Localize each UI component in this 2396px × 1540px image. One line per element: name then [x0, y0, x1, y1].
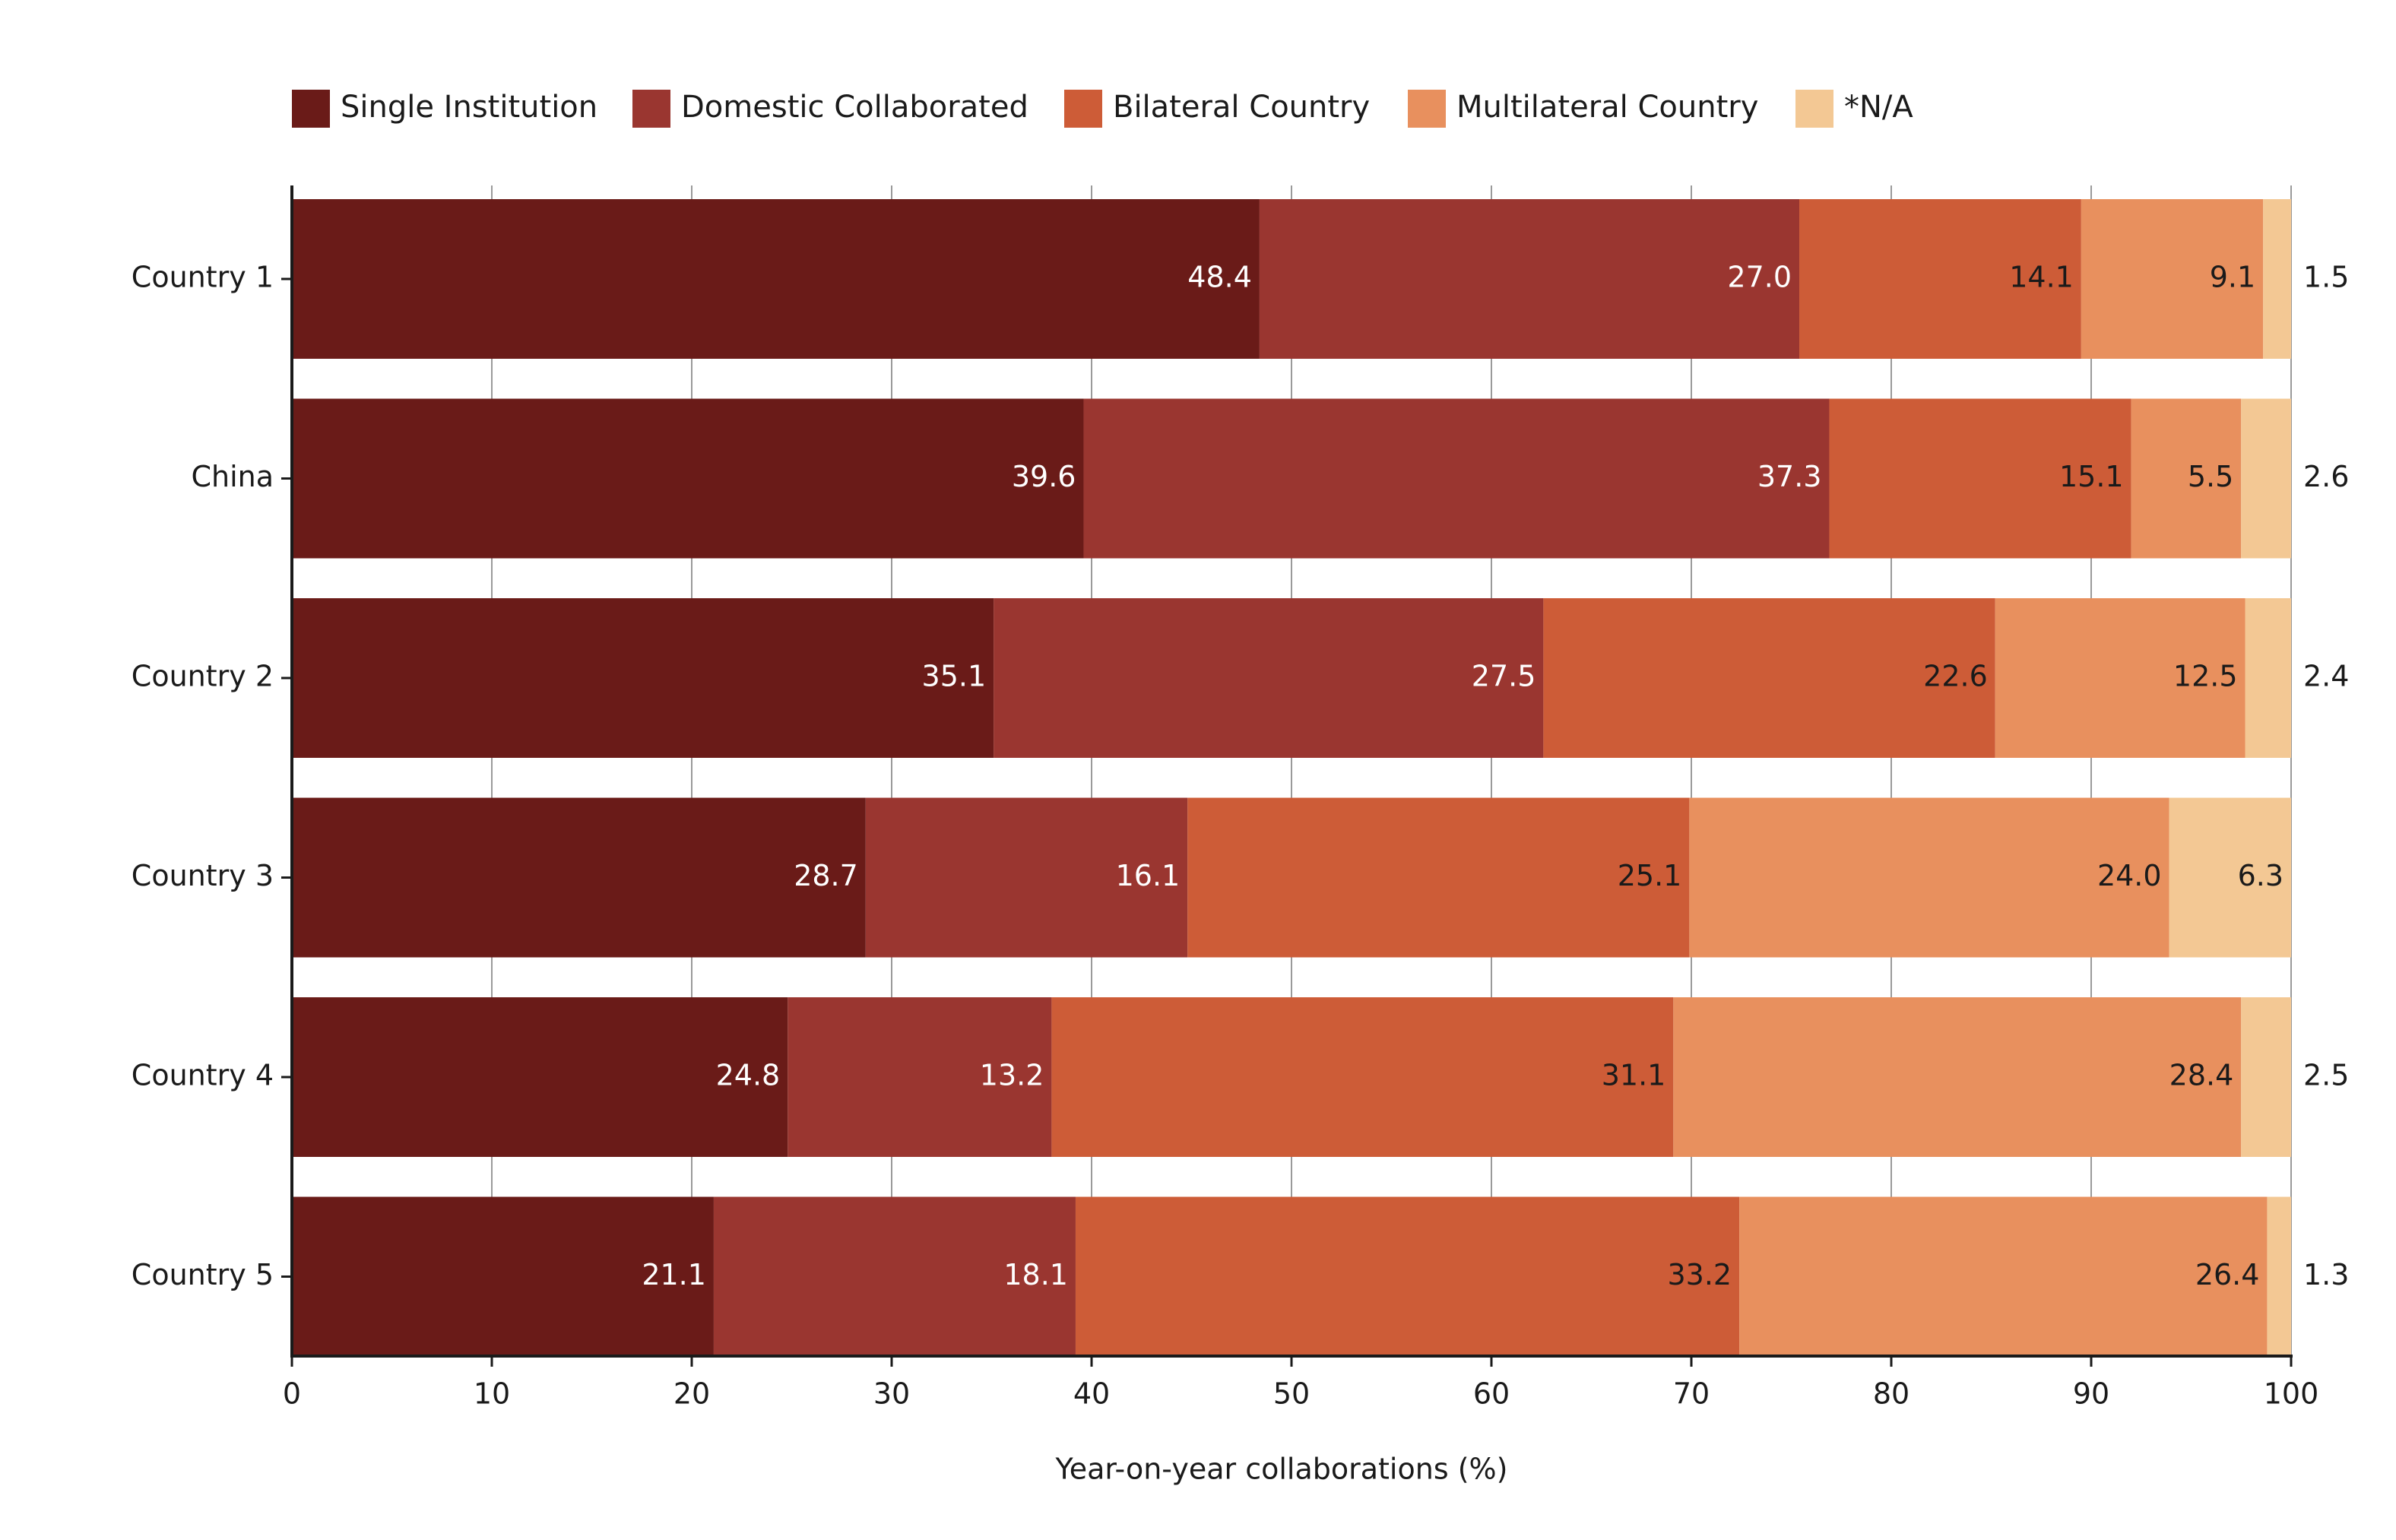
legend-swatch	[1064, 90, 1102, 128]
data-label: 35.1	[922, 660, 987, 693]
data-label: 48.4	[1187, 261, 1252, 294]
bar-segment	[865, 797, 1188, 958]
data-label: 9.1	[2210, 261, 2255, 294]
data-label: 12.5	[2173, 660, 2238, 693]
bar-segment	[1083, 398, 1830, 559]
bar-segment	[1187, 797, 1690, 958]
legend-label: *N/A	[1844, 90, 1913, 125]
grid-layer	[291, 185, 2292, 1356]
legend-label: Bilateral Country	[1113, 90, 1370, 125]
data-label: 25.1	[1618, 859, 1682, 892]
data-label: 15.1	[2059, 460, 2124, 493]
data-label: 26.4	[2195, 1258, 2260, 1291]
x-tick-label: 90	[2073, 1377, 2109, 1411]
data-label: 2.4	[2303, 660, 2349, 693]
data-label: 27.5	[1472, 660, 1536, 693]
x-tick-label: 40	[1073, 1377, 1110, 1411]
data-label: 18.1	[1003, 1258, 1068, 1291]
data-label: 13.2	[980, 1059, 1044, 1092]
data-label: 31.1	[1602, 1059, 1666, 1092]
data-label: 37.3	[1757, 460, 1822, 493]
x-tick-label: 30	[873, 1377, 910, 1411]
bar-segment	[2131, 398, 2242, 559]
bar-segment	[2245, 598, 2291, 758]
y-category-label: Country 3	[132, 859, 274, 892]
data-label: 6.3	[2238, 859, 2283, 892]
bar-segment	[292, 1196, 714, 1357]
bar-segment	[292, 199, 1260, 359]
bar-segment	[1075, 1196, 1740, 1357]
legend-label: Domestic Collaborated	[681, 90, 1028, 125]
x-tick-label: 50	[1273, 1377, 1310, 1411]
data-label: 21.1	[642, 1258, 706, 1291]
bar-segment	[2169, 797, 2291, 958]
bar-segment	[1995, 598, 2245, 758]
data-label: 39.6	[1012, 460, 1076, 493]
bar-segment	[2267, 1196, 2291, 1357]
bar-segment	[713, 1196, 1076, 1357]
legend-label: Multilateral Country	[1456, 90, 1758, 125]
data-label: 1.3	[2303, 1258, 2349, 1291]
data-label: 1.5	[2303, 261, 2349, 294]
x-tick-label: 60	[1473, 1377, 1510, 1411]
data-label: 5.5	[2188, 460, 2233, 493]
bar-segment	[2263, 199, 2291, 359]
bar-segment	[1799, 199, 2081, 359]
data-label: 14.1	[2009, 261, 2074, 294]
data-label: 2.6	[2303, 460, 2349, 493]
bar-segment	[994, 598, 1544, 758]
legend-label: Single Institution	[341, 90, 597, 125]
bar-segment	[292, 997, 788, 1157]
bar-segment	[292, 398, 1084, 559]
bar-segment	[1739, 1196, 2268, 1357]
x-axis-title: Year-on-year collaborations (%)	[1055, 1453, 1508, 1486]
x-tick-label: 100	[2264, 1377, 2319, 1411]
x-tick-label: 10	[474, 1377, 510, 1411]
data-label: 28.4	[2169, 1059, 2234, 1092]
y-category-label: Country 1	[132, 261, 274, 294]
bar-segment	[2081, 199, 2264, 359]
x-tick-label: 20	[673, 1377, 710, 1411]
bar-segment	[1543, 598, 1995, 758]
data-label: 33.2	[1668, 1258, 1732, 1291]
bar-segment	[1051, 997, 1674, 1157]
data-label: 2.5	[2303, 1059, 2349, 1092]
bar-segment	[1259, 199, 1800, 359]
y-category-label: Country 5	[132, 1258, 274, 1291]
legend-swatch	[1795, 90, 1833, 128]
legend-swatch	[1408, 90, 1446, 128]
data-label: 22.6	[1923, 660, 1988, 693]
data-label: 27.0	[1727, 261, 1792, 294]
bar-segment	[1689, 797, 2169, 958]
data-label: 24.0	[2097, 859, 2162, 892]
x-tick-label: 80	[1873, 1377, 1910, 1411]
bar-segment	[1673, 997, 2242, 1157]
data-label: 24.8	[716, 1059, 781, 1092]
data-label: 16.1	[1116, 859, 1181, 892]
bar-segment	[1829, 398, 2131, 559]
bar-segment	[292, 598, 994, 758]
bar-segment	[292, 797, 866, 958]
legend: Single Institution Domestic Collaborated B…	[292, 90, 1913, 128]
legend-swatch	[292, 90, 330, 128]
bar-segment	[2241, 997, 2291, 1157]
x-tick-label: 70	[1673, 1377, 1710, 1411]
data-label: 28.7	[794, 859, 858, 892]
y-category-label: China	[191, 460, 274, 493]
y-category-label: Country 2	[132, 660, 274, 693]
legend-swatch	[632, 90, 670, 128]
bar-segment	[788, 997, 1052, 1157]
axis-layer: 0 10 20 30 40 50 60 70 80 90 100 Country 1 China Coun…	[132, 185, 2318, 1411]
y-category-label: Country 4	[132, 1059, 274, 1092]
x-tick-label: 0	[283, 1377, 301, 1411]
bar-segment	[2241, 398, 2291, 559]
bars-layer: 48.4 27.0 14.1 9.1 1.5 39.6 37.3 15.1 5.5 2.6 35.1…	[292, 199, 2349, 1357]
